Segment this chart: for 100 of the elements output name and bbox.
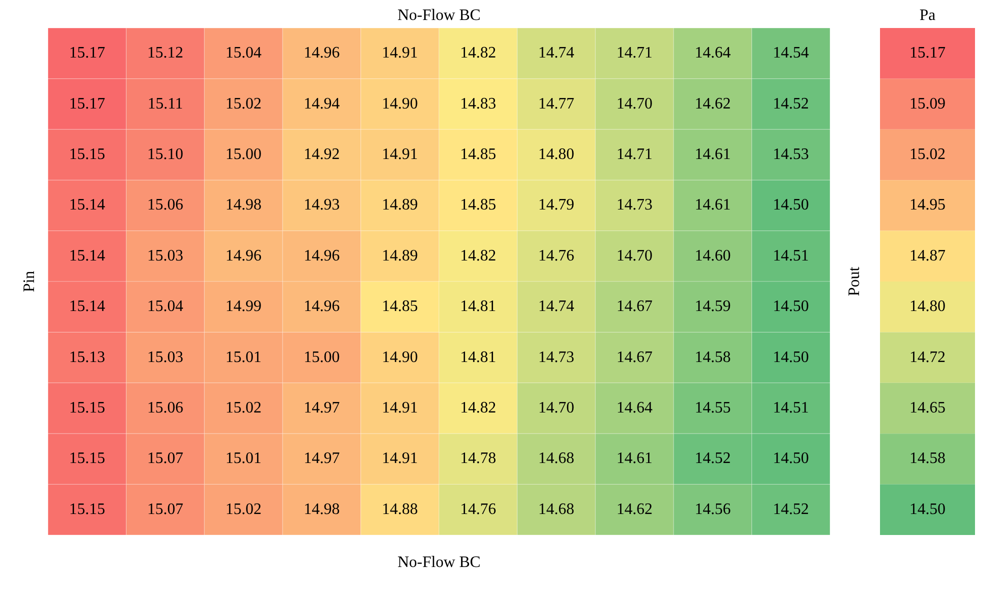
data-label: 14.91 [382, 44, 418, 62]
data-label: 14.67 [616, 298, 652, 316]
data-label: 15.07 [147, 500, 184, 518]
y2-axis-title: Pout [846, 266, 864, 296]
color-bar-label: 14.87 [910, 247, 946, 264]
data-label: 15.15 [69, 450, 106, 468]
data-label: 14.77 [538, 95, 574, 112]
data-label: 14.64 [616, 399, 652, 416]
data-label: 14.50 [772, 298, 809, 316]
data-label: 14.79 [538, 196, 574, 214]
data-label: 15.01 [226, 348, 262, 366]
data-label: 14.62 [694, 95, 731, 112]
data-label: 14.96 [304, 44, 340, 62]
data-label: 15.01 [226, 450, 262, 468]
data-label: 14.70 [616, 247, 652, 264]
data-label: 14.52 [772, 95, 809, 112]
data-label: 15.00 [304, 348, 340, 366]
data-label: 14.70 [616, 95, 652, 112]
data-label: 15.04 [147, 298, 184, 316]
data-label: 14.99 [226, 298, 262, 316]
data-label: 14.96 [226, 247, 262, 264]
data-label: 14.94 [304, 95, 340, 112]
data-label: 14.85 [460, 146, 496, 163]
data-label: 14.91 [382, 399, 418, 416]
data-label: 14.85 [382, 298, 418, 316]
data-label: 15.04 [226, 44, 262, 62]
color-bar-title: Pa [920, 7, 936, 24]
data-label: 15.14 [69, 247, 106, 264]
color-bar-label: 14.95 [910, 196, 946, 214]
data-label: 14.54 [772, 44, 809, 62]
data-label: 14.68 [538, 500, 574, 518]
data-label: 14.97 [304, 450, 340, 468]
data-label: 14.76 [538, 247, 574, 264]
data-label: 14.51 [772, 247, 809, 264]
data-label: 14.74 [538, 44, 574, 62]
data-label: 15.12 [147, 44, 184, 62]
data-label: 15.15 [69, 399, 106, 416]
data-label: 14.56 [694, 500, 731, 518]
data-label: 14.52 [772, 500, 809, 518]
data-label: 14.82 [460, 399, 496, 416]
data-label: 14.93 [304, 196, 340, 214]
data-label: 15.02 [226, 399, 262, 416]
data-label: 15.07 [147, 450, 184, 468]
data-label: 14.68 [538, 450, 574, 468]
data-label: 14.83 [460, 95, 496, 112]
data-label: 14.61 [694, 146, 731, 163]
chart-title: No-Flow BC [397, 7, 481, 24]
data-label: 15.06 [147, 399, 184, 416]
data-label: 14.89 [382, 247, 418, 264]
data-label: 14.73 [538, 348, 574, 366]
data-label: 15.06 [147, 196, 184, 214]
color-bar-label: 14.58 [910, 450, 946, 468]
data-label: 14.71 [616, 44, 652, 62]
color-bar-label: 15.02 [910, 146, 946, 163]
data-label: 14.64 [694, 44, 731, 62]
data-label: 14.74 [538, 298, 574, 316]
data-label: 14.80 [538, 146, 574, 163]
data-label: 14.89 [382, 196, 418, 214]
data-label: 15.03 [147, 348, 184, 366]
data-label: 14.82 [460, 44, 496, 62]
color-bar-label: 14.50 [910, 500, 946, 518]
y-axis-title: Pin [21, 270, 38, 292]
data-label: 14.76 [460, 500, 496, 518]
color-bar-label: 14.80 [910, 298, 946, 316]
color-bar-label: 14.72 [910, 348, 946, 366]
data-label: 14.67 [616, 348, 652, 366]
data-label: 14.81 [460, 298, 496, 316]
data-label: 14.52 [694, 450, 731, 468]
data-label: 14.50 [772, 196, 809, 214]
data-label: 14.55 [694, 399, 731, 416]
color-bar-label: 14.65 [910, 399, 946, 416]
data-label: 14.82 [460, 247, 496, 264]
data-label: 15.02 [226, 500, 262, 518]
data-label: 15.00 [226, 146, 262, 163]
data-label: 14.85 [460, 196, 496, 214]
data-label: 14.73 [616, 196, 652, 214]
data-label: 15.11 [148, 95, 184, 112]
data-label: 14.91 [382, 146, 418, 163]
data-label: 14.62 [616, 500, 652, 518]
data-label: 14.88 [382, 500, 418, 518]
data-label: 15.03 [147, 247, 184, 264]
data-label: 15.15 [69, 146, 106, 163]
data-label: 15.17 [69, 44, 106, 62]
data-label: 14.61 [616, 450, 652, 468]
color-bar-label: 15.17 [910, 44, 946, 62]
data-label: 14.70 [538, 399, 574, 416]
data-label: 14.71 [616, 146, 652, 163]
data-label: 14.92 [304, 146, 340, 163]
data-label: 14.60 [694, 247, 731, 264]
color-bar-label: 15.09 [910, 95, 946, 112]
data-label: 14.91 [382, 450, 418, 468]
data-label: 14.59 [694, 298, 731, 316]
data-label: 14.98 [226, 196, 262, 214]
data-label: 14.51 [772, 399, 809, 416]
data-label: 14.58 [694, 348, 731, 366]
data-label: 14.78 [460, 450, 496, 468]
data-label: 15.15 [69, 500, 106, 518]
data-label: 14.50 [772, 450, 809, 468]
data-label: 14.90 [382, 95, 418, 112]
data-label: 15.14 [69, 196, 106, 214]
